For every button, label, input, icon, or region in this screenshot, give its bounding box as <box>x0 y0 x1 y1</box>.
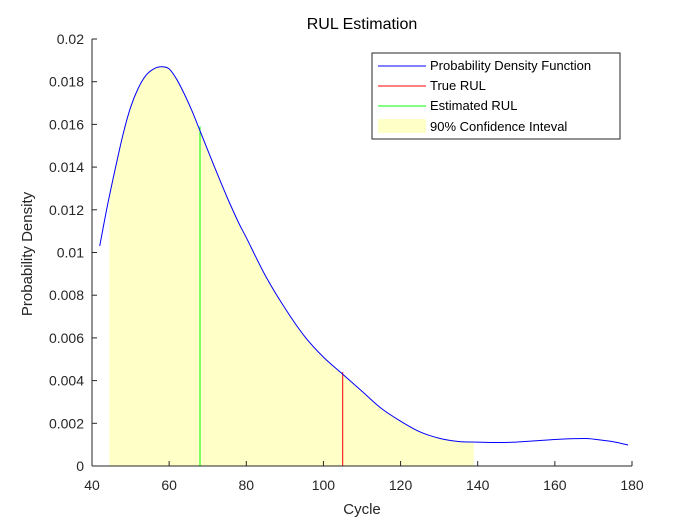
pdf-curve <box>99 66 629 446</box>
y-tick-label: 0.002 <box>49 415 84 431</box>
x-tick-label: 120 <box>389 477 413 493</box>
x-tick-label: 140 <box>466 477 490 493</box>
x-tick-label: 80 <box>238 477 254 493</box>
y-tick-label: 0.01 <box>57 245 84 261</box>
x-tick-label: 180 <box>620 477 644 493</box>
y-tick-label: 0.02 <box>57 31 84 47</box>
plot-area <box>99 66 629 466</box>
y-tick-label: 0.016 <box>49 116 84 132</box>
legend: Probability Density Function True RUL Es… <box>371 52 621 140</box>
legend-estimated-rul-label: Estimated RUL <box>430 98 517 113</box>
legend-confidence-swatch <box>378 119 426 133</box>
y-tick-label: 0.008 <box>49 287 84 303</box>
x-tick-label: 160 <box>543 477 567 493</box>
y-tick-label: 0 <box>76 458 84 474</box>
y-tick-label: 0.004 <box>49 373 84 389</box>
y-tick-label: 0.018 <box>49 74 84 90</box>
legend-confidence-label: 90% Confidence Inteval <box>430 119 567 134</box>
x-axis-label: Cycle <box>343 501 381 518</box>
x-tick-label: 60 <box>161 477 177 493</box>
y-tick-label: 0.012 <box>49 202 84 218</box>
x-tick-label: 100 <box>312 477 336 493</box>
legend-pdf-label: Probability Density Function <box>430 58 591 73</box>
y-tick-label: 0.006 <box>49 330 84 346</box>
y-tick-label: 0.014 <box>49 159 84 175</box>
x-tick-label: 40 <box>84 477 100 493</box>
legend-true-rul-label: True RUL <box>430 78 486 93</box>
y-axis-label: Probability Density <box>19 191 36 316</box>
axes: 40 60 80 100 120 140 160 180 0 0.002 0.004 0.006 0.0… <box>49 31 644 493</box>
chart-title: RUL Estimation <box>307 16 418 33</box>
